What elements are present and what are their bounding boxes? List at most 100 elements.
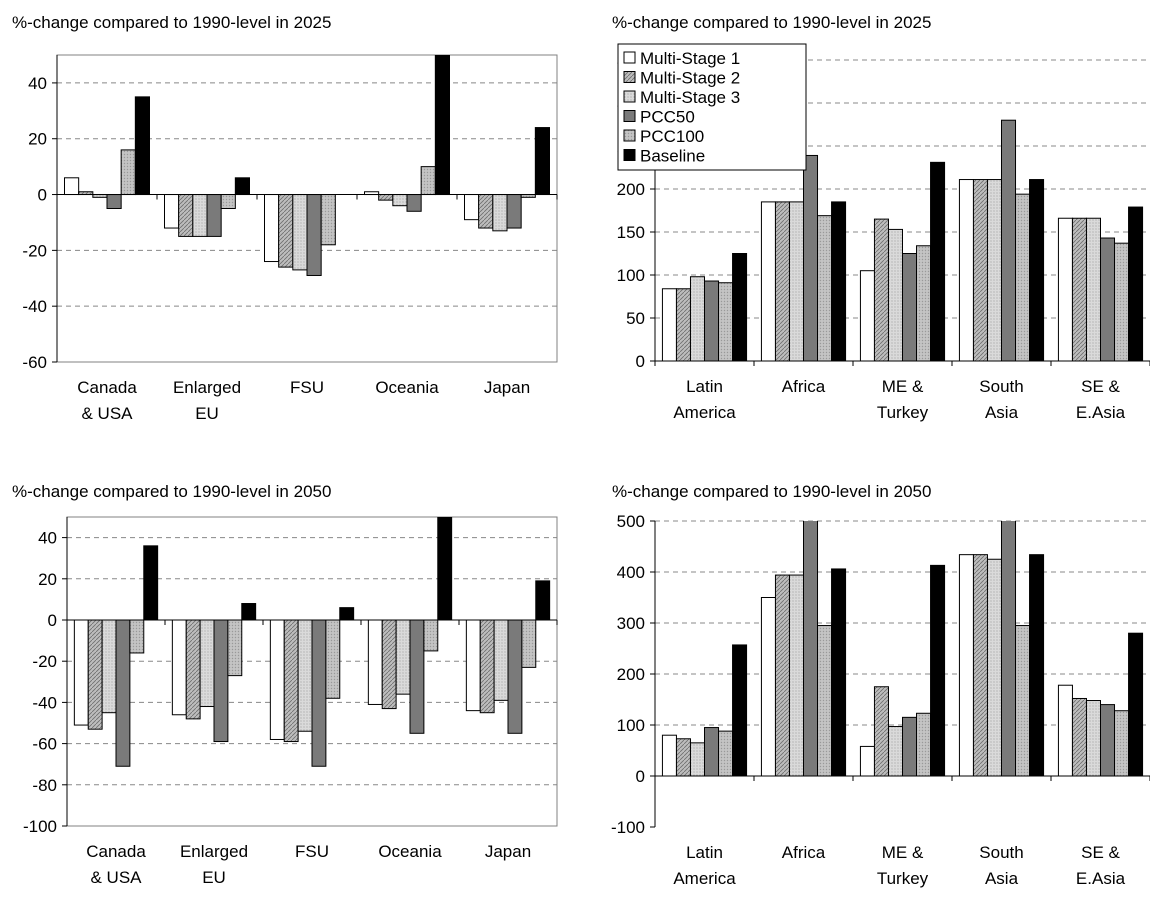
x-tick-label: Oceania	[375, 378, 439, 397]
bar-baseline	[143, 545, 159, 621]
legend-label: PCC50	[640, 108, 695, 127]
bar-multi-stage-3	[1085, 700, 1101, 777]
bar-pcc100	[1114, 710, 1130, 777]
y-tick-label: 50	[626, 309, 645, 328]
x-tick-label: Enlarged	[173, 378, 241, 397]
bar-pcc50	[115, 619, 131, 767]
bar-baseline	[930, 564, 946, 777]
bar-multi-stage-1	[64, 177, 80, 196]
legend-swatch-multi-stage-1	[623, 51, 636, 64]
bar-baseline	[234, 177, 250, 196]
x-tick-label: E.Asia	[1076, 869, 1126, 888]
x-tick-label: America	[673, 403, 736, 422]
bar-pcc50	[1100, 704, 1116, 777]
bar-multi-stage-3	[788, 201, 804, 361]
bar-baseline	[437, 517, 453, 621]
bar-pcc50	[406, 194, 422, 212]
y-tick-label: -20	[32, 652, 57, 671]
bar-pcc100	[220, 194, 236, 210]
y-tick-label: 100	[617, 266, 645, 285]
x-tick-label: Canada	[86, 842, 146, 861]
y-tick-label: -80	[32, 776, 57, 795]
x-tick-label: Japan	[484, 378, 530, 397]
x-tick-label: Latin	[686, 843, 723, 862]
x-tick-label: Asia	[985, 403, 1019, 422]
bar-pcc100	[916, 712, 932, 777]
bar-pcc50	[409, 619, 425, 734]
bar-pcc50	[306, 194, 322, 276]
x-tick-label: E.Asia	[1076, 403, 1126, 422]
chart-title: %-change compared to 1990-level in 2050	[612, 482, 931, 501]
bar-baseline	[1029, 554, 1045, 777]
bar-multi-stage-2	[378, 194, 394, 201]
x-tick-label: Africa	[782, 843, 826, 862]
bar-baseline	[930, 161, 946, 361]
bar-pcc100	[1114, 242, 1130, 361]
x-tick-label: Japan	[485, 842, 531, 861]
legend-label: PCC100	[640, 127, 704, 146]
legend-swatch-pcc100	[623, 129, 636, 142]
bar-multi-stage-2	[478, 194, 494, 229]
bar-pcc50	[803, 521, 819, 777]
y-tick-label: 20	[28, 130, 47, 149]
bar-multi-stage-3	[1085, 217, 1101, 361]
x-tick-label: & USA	[81, 404, 133, 423]
bar-multi-stage-3	[689, 276, 705, 361]
bar-pcc100	[320, 194, 336, 246]
y-tick-label: -40	[22, 297, 47, 316]
bar-multi-stage-1	[465, 619, 481, 712]
bar-multi-stage-3	[292, 194, 308, 271]
y-tick-label: 40	[38, 529, 57, 548]
y-tick-label: -100	[611, 818, 645, 837]
x-tick-label: Oceania	[378, 842, 442, 861]
x-tick-label: America	[673, 869, 736, 888]
chart-title: %-change compared to 1990-level in 2025	[612, 13, 931, 32]
bar-multi-stage-2	[873, 218, 889, 361]
bar-multi-stage-2	[479, 619, 495, 714]
bar-pcc100	[227, 619, 243, 677]
y-tick-label: 20	[38, 570, 57, 589]
x-tick-label: Africa	[782, 377, 826, 396]
x-tick-label: Enlarged	[180, 842, 248, 861]
bar-multi-stage-3	[192, 194, 208, 237]
bar-multi-stage-3	[297, 619, 313, 732]
bar-pcc50	[206, 194, 222, 237]
bar-baseline	[831, 568, 847, 777]
bar-baseline	[339, 607, 355, 621]
bar-multi-stage-1	[958, 554, 974, 777]
bar-multi-stage-2	[1071, 697, 1087, 777]
bar-group	[661, 521, 1144, 777]
x-tick-label: EU	[202, 868, 226, 887]
bar-baseline	[1128, 632, 1144, 777]
legend-swatch-baseline	[623, 149, 636, 161]
bar-pcc100	[423, 619, 439, 652]
bar-pcc50	[507, 619, 523, 734]
chart-title: %-change compared to 1990-level in 2025	[12, 13, 331, 32]
legend-swatch-pcc50	[623, 110, 636, 122]
bar-multi-stage-2	[972, 554, 988, 777]
legend-swatch-multi-stage-2	[623, 71, 636, 83]
bar-multi-stage-1	[367, 619, 383, 705]
bar-pcc100	[120, 149, 136, 196]
legend-label: Multi-Stage 2	[640, 69, 740, 88]
x-tick-label: Asia	[985, 869, 1019, 888]
y-tick-label: -100	[23, 817, 57, 836]
bar-multi-stage-2	[185, 619, 201, 720]
bar-multi-stage-2	[675, 288, 691, 361]
bar-pcc50	[902, 716, 918, 777]
x-tick-label: Latin	[686, 377, 723, 396]
bar-multi-stage-1	[760, 597, 776, 777]
bar-multi-stage-1	[171, 619, 187, 716]
legend-swatch-multi-stage-3	[623, 90, 636, 103]
bar-multi-stage-3	[493, 619, 509, 701]
bar-multi-stage-3	[492, 194, 508, 232]
bar-multi-stage-2	[675, 738, 691, 777]
bar-multi-stage-2	[278, 194, 294, 268]
y-tick-label: -60	[22, 353, 47, 372]
bar-group	[661, 119, 1144, 361]
bar-baseline	[534, 127, 550, 196]
bar-pcc100	[817, 215, 833, 361]
bar-multi-stage-1	[859, 745, 875, 777]
y-tick-label: -40	[32, 693, 57, 712]
x-tick-label: & USA	[90, 868, 142, 887]
